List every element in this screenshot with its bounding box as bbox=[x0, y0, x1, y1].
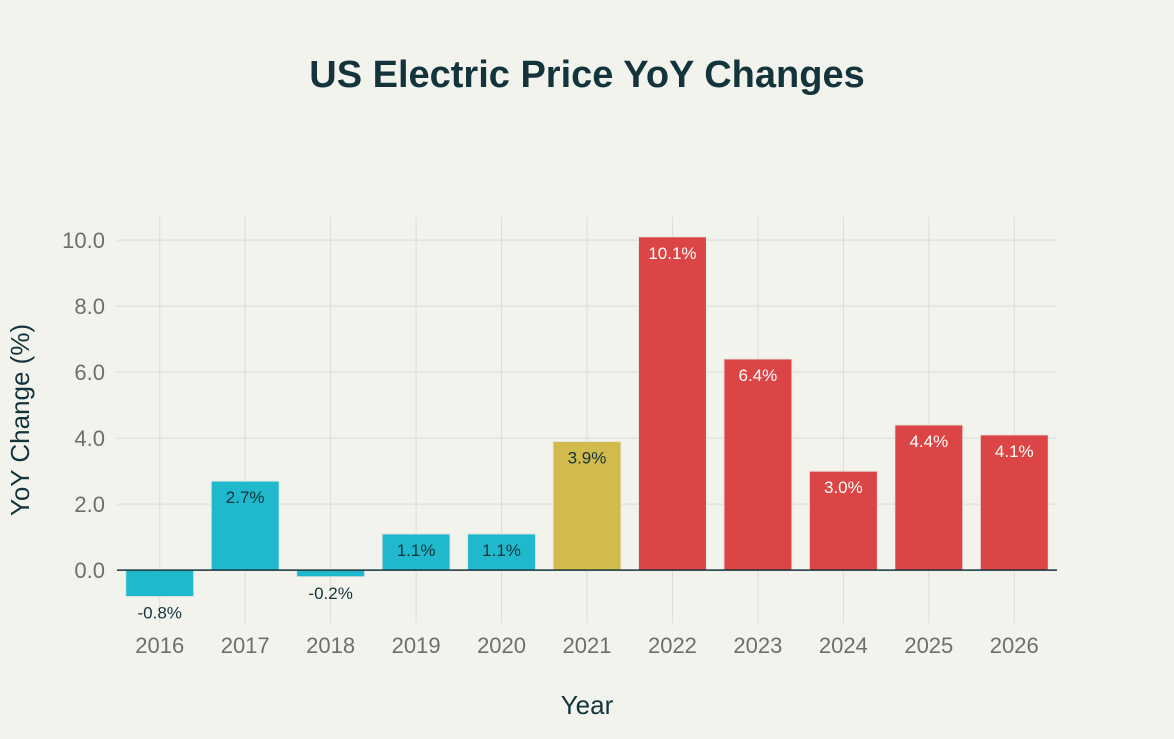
y-tick-label: 4.0 bbox=[74, 426, 105, 451]
x-tick-label: 2024 bbox=[819, 633, 868, 658]
x-tick-label: 2021 bbox=[563, 633, 612, 658]
data-label-2018: -0.2% bbox=[308, 584, 352, 603]
data-label-2022: 10.1% bbox=[648, 244, 696, 263]
x-tick-label: 2020 bbox=[477, 633, 526, 658]
y-tick-labels: 0.0 2.0 4.0 6.0 8.0 10.0 bbox=[62, 228, 105, 583]
y-tick-label: 2.0 bbox=[74, 492, 105, 517]
bar-2022 bbox=[637, 236, 707, 571]
x-tick-label: 2017 bbox=[221, 633, 270, 658]
data-label-2026: 4.1% bbox=[995, 442, 1034, 461]
data-label-2025: 4.4% bbox=[909, 432, 948, 451]
bar-2019 bbox=[381, 533, 451, 571]
y-tick-label: 6.0 bbox=[74, 360, 105, 385]
bar-2021 bbox=[552, 440, 622, 571]
data-label-2021: 3.9% bbox=[568, 448, 607, 467]
bar-2023 bbox=[723, 358, 793, 571]
bars: -0.8% 2.7% -0.2% 1.1% 1.1% 3.9% 10.1% 6.4% 3.0% 4… bbox=[117, 236, 1057, 623]
bar-2020 bbox=[467, 533, 537, 571]
y-tick-label: 8.0 bbox=[74, 294, 105, 319]
bar-2016 bbox=[125, 569, 195, 598]
y-tick-label: 0.0 bbox=[74, 558, 105, 583]
x-tick-label: 2025 bbox=[904, 633, 953, 658]
bar-2024 bbox=[808, 470, 878, 571]
x-axis-label: Year bbox=[561, 690, 614, 720]
x-tick-label: 2026 bbox=[990, 633, 1039, 658]
data-label-2016: -0.8% bbox=[138, 604, 182, 623]
x-tick-label: 2022 bbox=[648, 633, 697, 658]
data-label-2020: 1.1% bbox=[482, 541, 521, 560]
x-tick-labels: 2016 2017 2018 2019 2020 2021 2022 2023 2024 2025… bbox=[135, 633, 1038, 658]
data-label-2023: 6.4% bbox=[739, 366, 778, 385]
data-label-2024: 3.0% bbox=[824, 478, 863, 497]
bar-2025 bbox=[894, 424, 964, 571]
x-tick-label: 2019 bbox=[392, 633, 441, 658]
y-axis-label: YoY Change (%) bbox=[5, 324, 35, 516]
y-tick-label: 10.0 bbox=[62, 228, 105, 253]
data-label-2017: 2.7% bbox=[226, 488, 265, 507]
x-tick-label: 2023 bbox=[733, 633, 782, 658]
data-label-2019: 1.1% bbox=[397, 541, 436, 560]
x-tick-label: 2018 bbox=[306, 633, 355, 658]
x-tick-label: 2016 bbox=[135, 633, 184, 658]
chart-title: US Electric Price YoY Changes bbox=[309, 54, 864, 96]
bar-2026 bbox=[979, 434, 1049, 571]
bar-2018 bbox=[296, 569, 366, 578]
